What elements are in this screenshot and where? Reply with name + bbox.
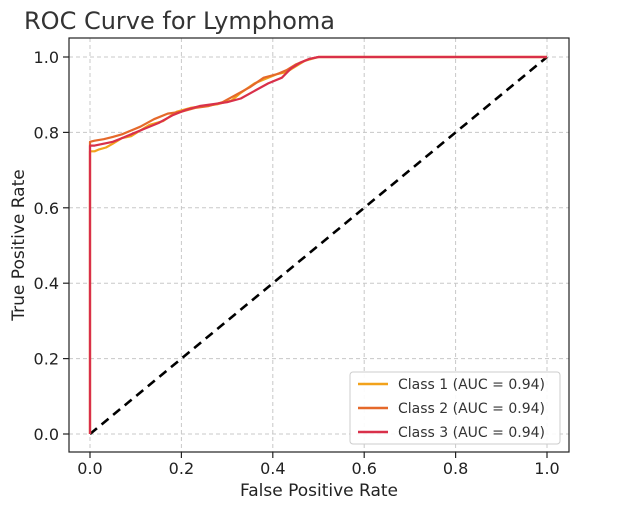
chance-diagonal-line — [89, 55, 548, 436]
y-tick-label: 0.0 — [34, 425, 59, 444]
x-tick-label: 0.4 — [260, 459, 285, 478]
chart-title: ROC Curve for Lymphoma — [24, 7, 335, 35]
x-tick-label: 0.6 — [351, 459, 376, 478]
legend-label-class-1: Class 1 (AUC = 0.94) — [398, 377, 545, 393]
y-tick-label: 0.4 — [34, 274, 59, 293]
y-axis-ticks: 0.0 0.2 0.4 0.6 0.8 1.0 — [34, 48, 69, 444]
y-tick-label: 0.2 — [34, 350, 59, 369]
x-tick-label: 0.8 — [443, 459, 468, 478]
x-axis-ticks: 0.0 0.2 0.4 0.6 0.8 1.0 — [77, 452, 560, 478]
legend: Class 1 (AUC = 0.94) Class 2 (AUC = 0.94)… — [349, 371, 561, 445]
x-tick-label: 1.0 — [534, 459, 559, 478]
plot-frame — [68, 37, 570, 453]
y-tick-label: 0.6 — [34, 199, 59, 218]
y-tick-label: 1.0 — [34, 48, 59, 67]
roc-curve-class-3 — [88, 55, 547, 434]
y-tick-label: 0.8 — [34, 123, 59, 142]
legend-box — [349, 371, 561, 445]
x-tick-label: 0.2 — [169, 459, 194, 478]
y-axis-label: True Positive Rate — [9, 169, 29, 321]
legend-label-class-2: Class 2 (AUC = 0.94) — [398, 401, 545, 417]
roc-series-group — [88, 55, 547, 434]
x-tick-label: 0.0 — [77, 459, 102, 478]
x-axis-label: False Positive Rate — [240, 481, 398, 501]
legend-label-class-3: Class 3 (AUC = 0.94) — [398, 425, 545, 441]
